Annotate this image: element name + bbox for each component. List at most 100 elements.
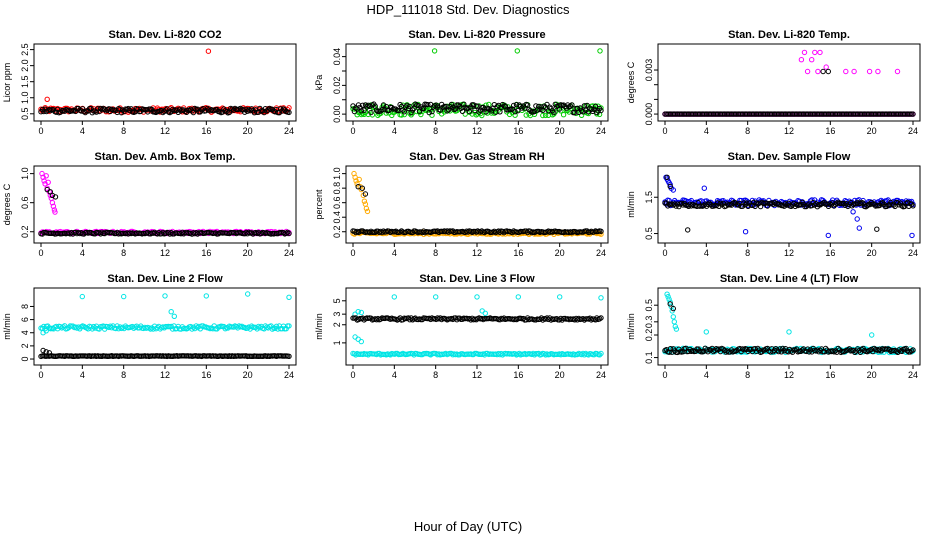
data-point [664, 174, 670, 181]
x-tick-label: 20 [867, 126, 877, 136]
data-point [547, 104, 553, 110]
data-point [237, 105, 244, 112]
data-point [389, 112, 395, 119]
x-tick-label: 16 [825, 126, 835, 136]
data-point [673, 326, 680, 332]
y-tick-label: 6 [20, 317, 30, 322]
data-point [544, 315, 550, 321]
data-point [583, 107, 589, 114]
data-point [418, 111, 424, 118]
data-point [717, 200, 724, 207]
data-point [286, 323, 292, 329]
data-point [380, 102, 387, 108]
data-point [46, 350, 52, 356]
data-point [804, 68, 811, 75]
x-tick-label: 24 [908, 126, 918, 136]
data-point [563, 105, 570, 111]
data-point [805, 346, 811, 352]
data-point [462, 104, 468, 110]
data-point [164, 106, 170, 112]
data-point [843, 68, 849, 75]
x-tick-label: 8 [745, 248, 750, 258]
x-tick-label: 12 [472, 370, 482, 380]
x-tick-label: 8 [433, 248, 438, 258]
data-point [875, 68, 881, 75]
data-point [245, 291, 251, 297]
panel-3: Stan. Dev. Li-820 Temp. 0 4 8 12 16 20 24 0.000 0… [626, 29, 921, 136]
y-tick-label: 1.5 [644, 191, 654, 204]
data-point [431, 48, 438, 54]
x-tick-label: 20 [867, 370, 877, 380]
panel-title: Stan. Dev. Sample Flow [728, 151, 851, 163]
data-point [598, 295, 604, 301]
data-point [128, 106, 134, 112]
panel-title: Stan. Dev. Line 2 Flow [107, 273, 223, 285]
data-point [353, 178, 359, 184]
data-point [670, 314, 676, 320]
y-tick-label: 0.04 [332, 48, 342, 66]
data-point [162, 293, 168, 299]
data-point [531, 108, 538, 115]
x-tick-label: 0 [662, 370, 667, 380]
x-tick-label: 16 [201, 370, 211, 380]
data-point [672, 323, 678, 330]
x-tick-label: 20 [243, 126, 253, 136]
y-tick-label: 0.000 [644, 103, 654, 126]
data-point [90, 323, 97, 330]
data-point [355, 309, 361, 315]
data-point [542, 112, 549, 119]
data-point [286, 109, 292, 116]
y-tick-label: 0.003 [644, 59, 654, 82]
panel-9: Stan. Dev. Line 4 (LT) Flow 0 4 8 12 16 20 24 0.… [626, 273, 921, 380]
data-point [560, 112, 567, 118]
data-point [368, 109, 374, 116]
x-tick-label: 20 [555, 370, 565, 380]
data-point [854, 216, 860, 222]
data-point [778, 349, 785, 355]
data-points [662, 174, 916, 239]
x-tick-label: 12 [784, 248, 794, 258]
data-point [147, 326, 154, 332]
panel-title: Stan. Dev. Gas Stream RH [409, 151, 545, 163]
data-point [596, 352, 603, 358]
data-point [514, 48, 520, 54]
data-point [359, 185, 365, 191]
y-tick-label: 0.5 [644, 227, 654, 240]
data-point [168, 309, 174, 315]
data-point [825, 68, 831, 75]
x-tick-label: 4 [392, 248, 397, 258]
x-tick-label: 20 [243, 248, 253, 258]
data-point [567, 103, 574, 109]
data-points [38, 291, 292, 360]
data-point [511, 102, 517, 109]
data-points [38, 170, 292, 237]
data-point [667, 301, 673, 307]
data-point [823, 64, 829, 70]
data-point [670, 305, 676, 312]
x-tick-label: 0 [38, 126, 43, 136]
panel-title: Stan. Dev. Line 3 Flow [419, 273, 535, 285]
x-axis-label: Hour of Day (UTC) [414, 519, 522, 534]
data-point [771, 199, 778, 206]
y-tick-label: 2.0 [20, 59, 30, 72]
data-point [667, 183, 673, 190]
data-point [597, 48, 603, 54]
data-point [358, 108, 364, 114]
data-point [114, 323, 120, 329]
data-points [662, 49, 916, 117]
data-point [598, 228, 604, 235]
panel-1: Stan. Dev. Li-820 CO2 0 4 8 12 16 20 24 0.5 1.0 1.… [2, 29, 297, 136]
x-tick-label: 12 [472, 248, 482, 258]
data-points [38, 48, 292, 116]
data-point [774, 200, 780, 207]
y-axis-label: ml/min [314, 313, 324, 340]
data-point [910, 111, 916, 117]
data-point [286, 294, 292, 300]
data-point [356, 176, 362, 183]
data-point [379, 107, 385, 113]
data-point [869, 332, 875, 338]
data-point [46, 325, 52, 331]
y-tick-label: 2 [20, 343, 30, 348]
y-tick-label: 2.5 [20, 43, 30, 56]
